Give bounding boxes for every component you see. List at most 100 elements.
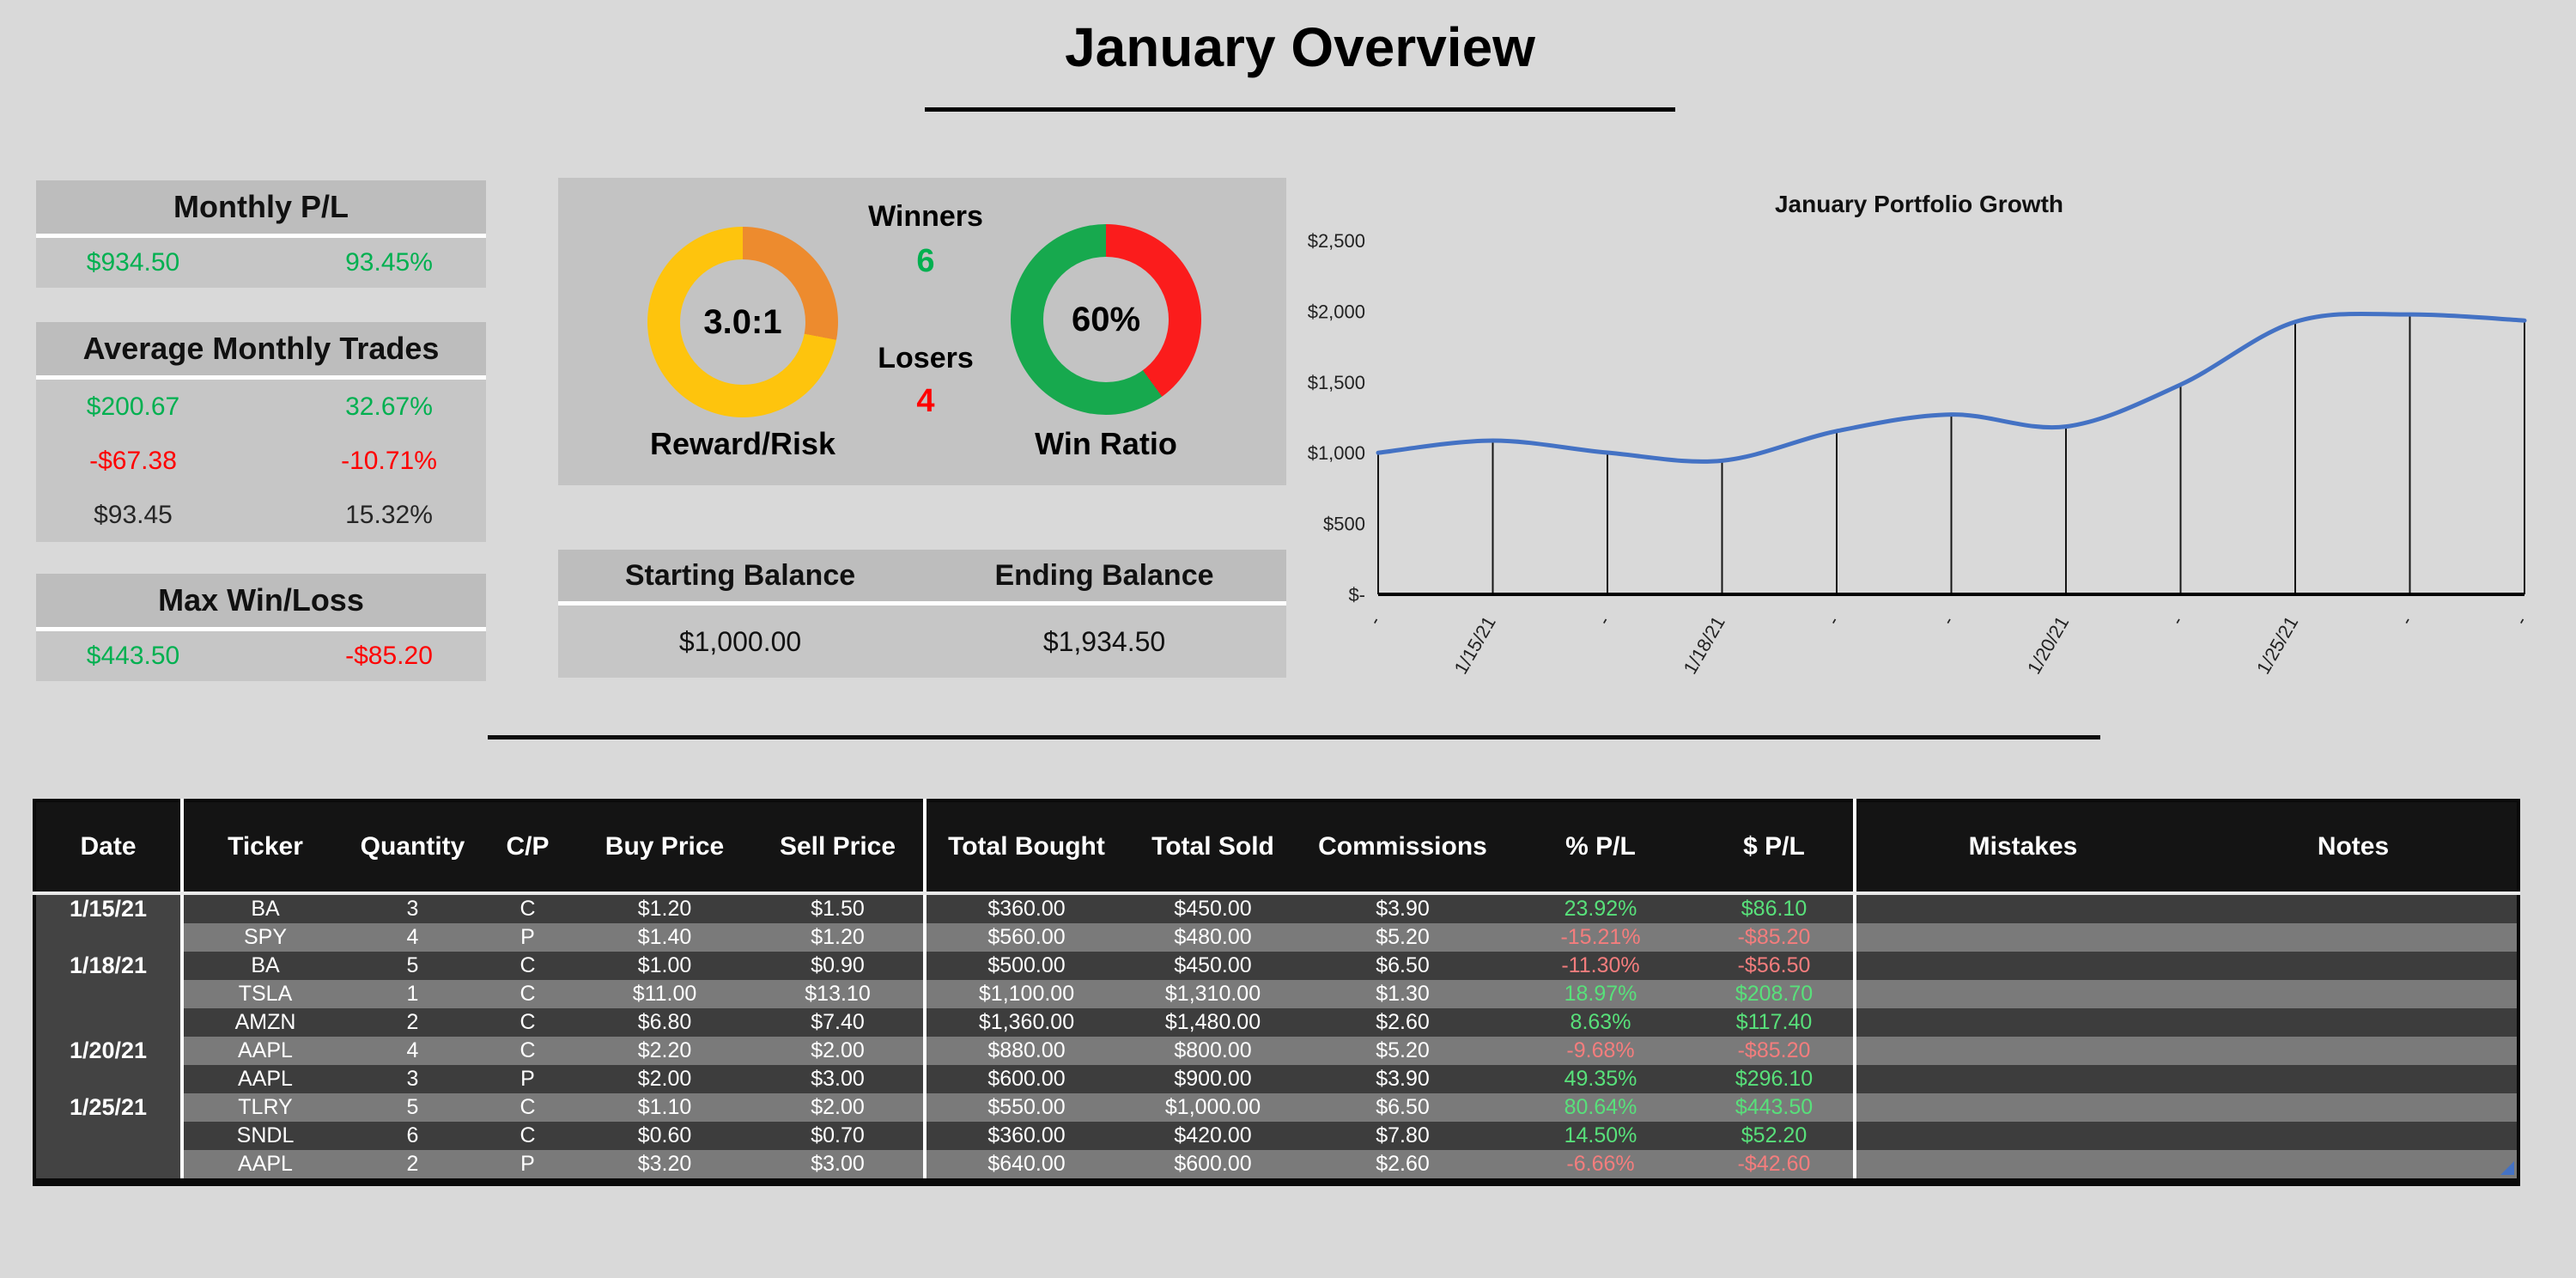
cell-ticker[interactable]: SNDL <box>180 1122 347 1150</box>
avg-net-dollar[interactable]: $93.45 <box>94 500 173 529</box>
cell-ticker[interactable]: AAPL <box>180 1150 347 1183</box>
cell-notes[interactable] <box>2190 1008 2518 1037</box>
cell-sold[interactable]: $480.00 <box>1127 923 1299 952</box>
cell-mistakes[interactable] <box>1853 1093 2190 1122</box>
cell-sold[interactable]: $1,310.00 <box>1127 980 1299 1008</box>
cell-notes[interactable] <box>2190 1122 2518 1150</box>
cell-buy[interactable]: $2.20 <box>577 1037 752 1065</box>
cell-pct[interactable]: 18.97% <box>1506 980 1695 1008</box>
cell-buy[interactable]: $11.00 <box>577 980 752 1008</box>
cell-sell[interactable]: $13.10 <box>752 980 925 1008</box>
cell-bought[interactable]: $1,100.00 <box>923 980 1127 1008</box>
cell-comm[interactable]: $3.90 <box>1299 893 1506 923</box>
ending-balance-value[interactable]: $1,934.50 <box>1042 625 1166 657</box>
cell-buy[interactable]: $1.10 <box>577 1093 752 1122</box>
cell-qty[interactable]: 2 <box>347 1008 478 1037</box>
max-loss-value[interactable]: -$85.20 <box>345 642 433 670</box>
cell-sold[interactable]: $1,480.00 <box>1127 1008 1299 1037</box>
cell-ticker[interactable]: AAPL <box>180 1065 347 1093</box>
cell-sell[interactable]: $3.00 <box>752 1065 925 1093</box>
date-cell[interactable]: 1/25/21 <box>34 1093 182 1122</box>
date-cell[interactable]: 1/15/21 <box>34 893 182 923</box>
cell-mistakes[interactable] <box>1853 893 2190 923</box>
cell-pl[interactable]: $52.20 <box>1695 1122 1855 1150</box>
avg-win-dollar[interactable]: $200.67 <box>86 392 180 421</box>
cell-qty[interactable]: 5 <box>347 952 478 980</box>
date-cell[interactable]: 1/18/21 <box>34 952 182 980</box>
cell-pct[interactable]: 14.50% <box>1506 1122 1695 1150</box>
cell-pl[interactable]: -$42.60 <box>1695 1150 1855 1183</box>
cell-pl[interactable]: -$85.20 <box>1695 1037 1855 1065</box>
date-cell[interactable] <box>34 980 182 1008</box>
cell-sell[interactable]: $0.70 <box>752 1122 925 1150</box>
cell-comm[interactable]: $6.50 <box>1299 1093 1506 1122</box>
monthly-pl-dollar[interactable]: $934.50 <box>86 248 180 277</box>
cell-notes[interactable] <box>2190 1150 2518 1183</box>
cell-notes[interactable] <box>2190 1093 2518 1122</box>
cell-mistakes[interactable] <box>1853 980 2190 1008</box>
avg-loss-dollar[interactable]: -$67.38 <box>89 446 177 475</box>
cell-pl[interactable]: $86.10 <box>1695 893 1855 923</box>
date-cell[interactable] <box>34 1122 182 1150</box>
cell-qty[interactable]: 3 <box>347 1065 478 1093</box>
cell-comm[interactable]: $1.30 <box>1299 980 1506 1008</box>
cell-bought[interactable]: $500.00 <box>923 952 1127 980</box>
date-cell[interactable]: 1/20/21 <box>34 1037 182 1065</box>
cell-bought[interactable]: $880.00 <box>923 1037 1127 1065</box>
cell-mistakes[interactable] <box>1853 1065 2190 1093</box>
cell-sold[interactable]: $420.00 <box>1127 1122 1299 1150</box>
cell-cp[interactable]: C <box>478 893 577 923</box>
cell-ticker[interactable]: TSLA <box>180 980 347 1008</box>
cell-notes[interactable] <box>2190 952 2518 980</box>
cell-buy[interactable]: $0.60 <box>577 1122 752 1150</box>
cell-ticker[interactable]: BA <box>180 893 347 923</box>
cell-bought[interactable]: $640.00 <box>923 1150 1127 1183</box>
cell-cp[interactable]: P <box>478 923 577 952</box>
cell-cp[interactable]: C <box>478 1037 577 1065</box>
cell-pl[interactable]: -$85.20 <box>1695 923 1855 952</box>
starting-balance-value[interactable]: $1,000.00 <box>678 625 802 657</box>
cell-comm[interactable]: $5.20 <box>1299 923 1506 952</box>
cell-buy[interactable]: $1.20 <box>577 893 752 923</box>
cell-mistakes[interactable] <box>1853 1122 2190 1150</box>
cell-comm[interactable]: $2.60 <box>1299 1150 1506 1183</box>
cell-qty[interactable]: 5 <box>347 1093 478 1122</box>
date-cell[interactable] <box>34 1065 182 1093</box>
cell-cp[interactable]: P <box>478 1150 577 1183</box>
cell-comm[interactable]: $5.20 <box>1299 1037 1506 1065</box>
date-cell[interactable] <box>34 923 182 952</box>
cell-pct[interactable]: 23.92% <box>1506 893 1695 923</box>
cell-pl[interactable]: -$56.50 <box>1695 952 1855 980</box>
cell-comm[interactable]: $7.80 <box>1299 1122 1506 1150</box>
cell-bought[interactable]: $550.00 <box>923 1093 1127 1122</box>
cell-pct[interactable]: -6.66% <box>1506 1150 1695 1183</box>
cell-sold[interactable]: $450.00 <box>1127 893 1299 923</box>
cell-ticker[interactable]: AAPL <box>180 1037 347 1065</box>
cell-buy[interactable]: $1.00 <box>577 952 752 980</box>
cell-sell[interactable]: $2.00 <box>752 1093 925 1122</box>
cell-sold[interactable]: $600.00 <box>1127 1150 1299 1183</box>
cell-notes[interactable] <box>2190 1037 2518 1065</box>
cell-cp[interactable]: C <box>478 952 577 980</box>
cell-cp[interactable]: C <box>478 1122 577 1150</box>
cell-comm[interactable]: $6.50 <box>1299 952 1506 980</box>
cell-bought[interactable]: $360.00 <box>923 893 1127 923</box>
cell-bought[interactable]: $1,360.00 <box>923 1008 1127 1037</box>
cell-buy[interactable]: $3.20 <box>577 1150 752 1183</box>
cell-qty[interactable]: 2 <box>347 1150 478 1183</box>
cell-qty[interactable]: 3 <box>347 893 478 923</box>
cell-sell[interactable]: $1.50 <box>752 893 925 923</box>
cell-cp[interactable]: C <box>478 1008 577 1037</box>
cell-cp[interactable]: C <box>478 980 577 1008</box>
cell-sold[interactable]: $900.00 <box>1127 1065 1299 1093</box>
cell-buy[interactable]: $1.40 <box>577 923 752 952</box>
cell-buy[interactable]: $2.00 <box>577 1065 752 1093</box>
cell-sold[interactable]: $800.00 <box>1127 1037 1299 1065</box>
cell-pct[interactable]: -9.68% <box>1506 1037 1695 1065</box>
cell-qty[interactable]: 1 <box>347 980 478 1008</box>
cell-pl[interactable]: $443.50 <box>1695 1093 1855 1122</box>
cell-sell[interactable]: $2.00 <box>752 1037 925 1065</box>
cell-bought[interactable]: $360.00 <box>923 1122 1127 1150</box>
monthly-pl-percent[interactable]: 93.45% <box>345 248 433 277</box>
cell-notes[interactable] <box>2190 893 2518 923</box>
